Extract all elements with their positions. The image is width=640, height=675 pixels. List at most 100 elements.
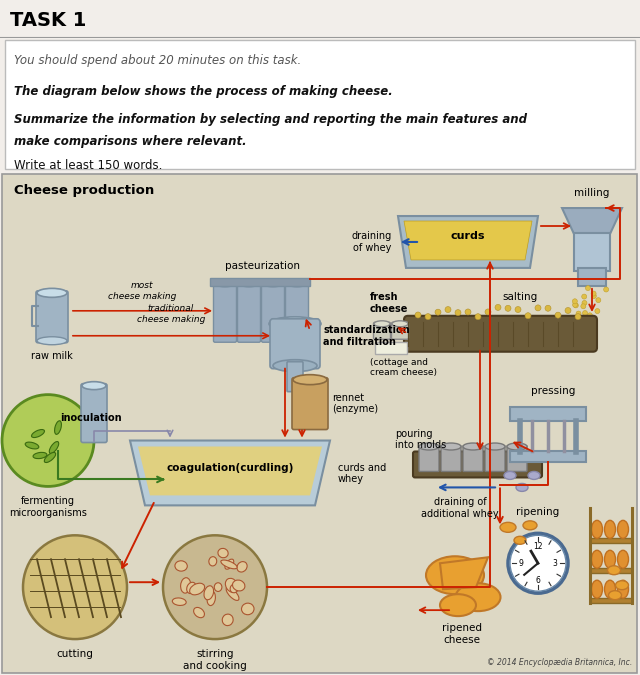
FancyBboxPatch shape — [2, 174, 637, 673]
Text: most
cheese making: most cheese making — [108, 281, 176, 301]
Ellipse shape — [241, 603, 254, 615]
Text: Cheese production: Cheese production — [14, 184, 154, 197]
Ellipse shape — [54, 421, 61, 434]
FancyBboxPatch shape — [375, 342, 407, 354]
Ellipse shape — [591, 520, 602, 538]
Ellipse shape — [238, 279, 260, 287]
FancyBboxPatch shape — [510, 406, 586, 421]
FancyBboxPatch shape — [210, 278, 310, 286]
Circle shape — [455, 310, 461, 316]
Circle shape — [425, 314, 431, 319]
FancyBboxPatch shape — [510, 450, 586, 462]
Circle shape — [535, 305, 541, 311]
Text: (cottage and
cream cheese): (cottage and cream cheese) — [370, 358, 437, 377]
Ellipse shape — [605, 580, 616, 598]
Text: milling: milling — [574, 188, 610, 198]
Ellipse shape — [426, 556, 484, 594]
Ellipse shape — [44, 452, 56, 462]
Ellipse shape — [33, 452, 47, 458]
Ellipse shape — [392, 321, 408, 327]
Ellipse shape — [618, 520, 628, 538]
Text: 12: 12 — [533, 542, 543, 551]
Text: © 2014 Encyclopædia Britannica, Inc.: © 2014 Encyclopædia Britannica, Inc. — [487, 658, 632, 667]
Circle shape — [475, 314, 481, 320]
Ellipse shape — [187, 583, 196, 593]
Ellipse shape — [37, 337, 67, 345]
Ellipse shape — [286, 279, 308, 287]
FancyBboxPatch shape — [270, 319, 320, 369]
Circle shape — [582, 310, 588, 315]
Circle shape — [525, 313, 531, 319]
Text: Summarize the information by selecting and reporting the main features and: Summarize the information by selecting a… — [14, 113, 527, 126]
Ellipse shape — [49, 441, 59, 454]
FancyBboxPatch shape — [413, 452, 542, 477]
Ellipse shape — [516, 483, 528, 491]
Circle shape — [515, 306, 521, 313]
Polygon shape — [404, 221, 532, 260]
Text: ripened
cheese: ripened cheese — [442, 623, 482, 645]
FancyBboxPatch shape — [214, 281, 237, 342]
Ellipse shape — [523, 521, 537, 530]
Text: pouring
into molds: pouring into molds — [395, 429, 446, 450]
FancyBboxPatch shape — [292, 378, 328, 429]
Circle shape — [586, 286, 591, 290]
Circle shape — [581, 304, 586, 308]
Text: rennet
(enzyme): rennet (enzyme) — [332, 393, 378, 414]
FancyBboxPatch shape — [590, 598, 632, 603]
FancyBboxPatch shape — [285, 281, 308, 342]
Text: 3: 3 — [552, 559, 557, 568]
Ellipse shape — [441, 443, 461, 450]
Text: curds: curds — [451, 231, 485, 241]
FancyBboxPatch shape — [262, 281, 285, 342]
Circle shape — [23, 535, 127, 639]
FancyBboxPatch shape — [578, 268, 606, 286]
Ellipse shape — [175, 561, 188, 571]
Polygon shape — [562, 208, 622, 234]
Text: You should spend about 20 minutes on this task.: You should spend about 20 minutes on thi… — [14, 54, 301, 67]
Circle shape — [435, 309, 441, 315]
Text: draining of
additional whey: draining of additional whey — [421, 497, 499, 519]
Circle shape — [495, 304, 501, 310]
Polygon shape — [138, 446, 322, 495]
Ellipse shape — [218, 548, 228, 558]
Text: pasteurization: pasteurization — [225, 261, 300, 271]
Text: Write at least 150 words.: Write at least 150 words. — [14, 159, 163, 171]
Text: traditional
cheese making: traditional cheese making — [137, 304, 205, 324]
Ellipse shape — [214, 583, 222, 591]
Text: cutting: cutting — [56, 649, 93, 659]
Ellipse shape — [225, 578, 238, 593]
Text: draining
of whey: draining of whey — [352, 231, 392, 252]
Circle shape — [572, 299, 577, 304]
Circle shape — [573, 303, 579, 308]
Ellipse shape — [607, 566, 621, 574]
Ellipse shape — [232, 580, 245, 591]
Circle shape — [485, 309, 491, 315]
Ellipse shape — [25, 442, 39, 449]
FancyBboxPatch shape — [441, 446, 461, 471]
FancyBboxPatch shape — [287, 362, 303, 391]
Ellipse shape — [485, 443, 505, 450]
Ellipse shape — [514, 537, 526, 544]
FancyBboxPatch shape — [392, 322, 408, 340]
Circle shape — [576, 311, 581, 316]
Ellipse shape — [419, 443, 439, 450]
Ellipse shape — [500, 522, 516, 533]
Ellipse shape — [605, 550, 616, 568]
Circle shape — [545, 305, 551, 311]
Ellipse shape — [204, 586, 214, 600]
Polygon shape — [130, 441, 330, 506]
Circle shape — [565, 308, 571, 313]
Text: raw milk: raw milk — [31, 351, 73, 360]
Ellipse shape — [616, 580, 628, 590]
Circle shape — [508, 533, 568, 593]
Text: standardization
and filtration: standardization and filtration — [323, 325, 410, 346]
Circle shape — [582, 294, 587, 299]
Ellipse shape — [222, 614, 233, 626]
Ellipse shape — [507, 443, 527, 450]
Circle shape — [163, 535, 267, 639]
Ellipse shape — [591, 550, 602, 568]
Text: 9: 9 — [518, 559, 524, 568]
Text: The diagram below shows the process of making cheese.: The diagram below shows the process of m… — [14, 85, 393, 98]
Circle shape — [445, 306, 451, 313]
Text: inoculation: inoculation — [60, 412, 122, 423]
